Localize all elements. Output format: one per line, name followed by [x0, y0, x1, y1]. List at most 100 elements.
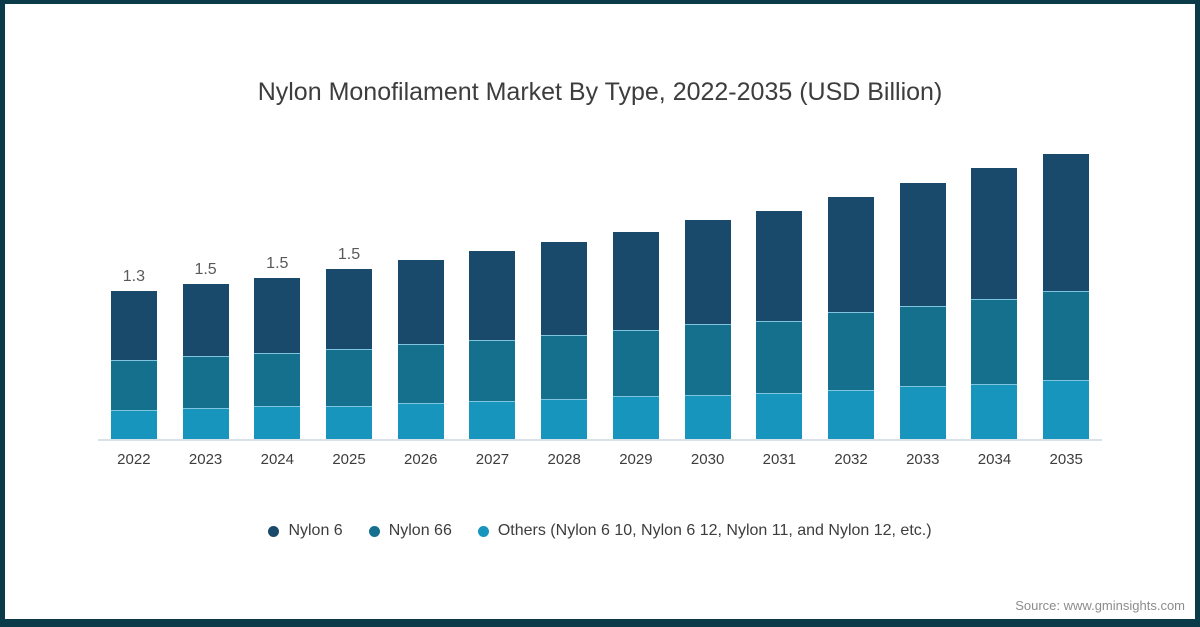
x-tick-2025: 2025 [332, 451, 366, 468]
bar-value-label-2024: 1.5 [266, 255, 289, 272]
segment-nylon6-2030 [684, 220, 731, 324]
x-tick-2027: 2027 [475, 451, 510, 468]
segment-nylon6-2025 [326, 269, 373, 349]
bar-2034 [971, 168, 1018, 439]
plot-area: 1.3 1.5 1.5 1.5 [98, 138, 1102, 441]
x-tick-2035: 2035 [1049, 451, 1083, 468]
x-tick-2031: 2031 [762, 451, 797, 468]
segment-nylon66-2028 [541, 335, 588, 399]
segment-nylon6-2033 [899, 183, 946, 306]
segment-others-2032 [828, 390, 875, 439]
bar-slot-2031 [743, 211, 815, 439]
x-tick-2032: 2032 [834, 451, 868, 468]
segment-nylon66-2033 [899, 306, 946, 386]
bar-slot-2032 [815, 197, 887, 439]
bar-slot-2033 [887, 183, 959, 439]
segment-others-2029 [612, 396, 659, 439]
segment-others-2025 [326, 406, 373, 439]
segment-others-2024 [254, 406, 301, 439]
bar-slot-2028 [528, 242, 600, 439]
bar-slot-2025: 1.5 [313, 247, 385, 439]
segment-nylon6-2026 [397, 260, 444, 344]
x-tick-2028: 2028 [547, 451, 581, 468]
legend-item-nylon66: Nylon 66 [368, 522, 452, 540]
segment-nylon6-2024 [254, 278, 301, 353]
segment-others-2030 [684, 395, 731, 439]
segment-nylon66-2025 [326, 349, 373, 406]
bar-2033 [899, 183, 946, 439]
legend-label: Nylon 66 [388, 522, 452, 539]
bar-2022 [110, 291, 157, 439]
segment-nylon6-2022 [110, 291, 157, 360]
segment-nylon66-2027 [469, 340, 516, 401]
legend-dot-icon [268, 525, 280, 537]
x-tick-2023: 2023 [188, 451, 223, 468]
segment-others-2023 [182, 408, 229, 439]
legend-item-others: Others (Nylon 6 10, Nylon 6 12, Nylon 11… [477, 522, 932, 540]
x-tick-2033: 2033 [906, 451, 940, 468]
bar-2027 [469, 251, 516, 439]
bar-2032 [828, 197, 875, 439]
bar-2028 [541, 242, 588, 439]
legend-dot-icon [368, 525, 380, 537]
x-axis-labels: 2022 2023 2024 2025 2026 2027 2028 2029 2030 2031… [98, 441, 1102, 470]
segment-nylon66-2034 [971, 299, 1018, 384]
segment-nylon66-2026 [397, 344, 444, 403]
segment-others-2028 [541, 399, 588, 439]
bar-value-label-2023: 1.5 [194, 261, 217, 278]
segment-nylon66-2024 [254, 353, 301, 406]
segment-nylon6-2028 [541, 242, 588, 335]
x-tick-2026: 2026 [404, 451, 438, 468]
segment-nylon6-2035 [1043, 154, 1090, 291]
segment-nylon6-2029 [612, 232, 659, 330]
segment-nylon6-2023 [182, 284, 229, 356]
bar-slot-2022: 1.3 [98, 269, 170, 439]
segment-others-2035 [1043, 380, 1090, 439]
x-tick-2034: 2034 [977, 451, 1012, 468]
bar-slot-2029 [600, 232, 672, 439]
segment-nylon6-2034 [971, 168, 1018, 299]
bar-slot-2034 [959, 168, 1031, 439]
x-tick-2029: 2029 [619, 451, 653, 468]
legend: Nylon 6 Nylon 66 Others (Nylon 6 10, Nylon… [5, 522, 1195, 540]
source-text: Source: www.gminsights.com [1015, 598, 1185, 613]
x-tick-2022: 2022 [117, 451, 151, 468]
segment-nylon66-2030 [684, 324, 731, 395]
segment-others-2033 [899, 386, 946, 439]
bar-slot-2030 [672, 220, 744, 439]
segment-nylon66-2032 [828, 312, 875, 390]
segment-nylon6-2027 [469, 251, 516, 340]
segment-others-2034 [971, 384, 1018, 439]
segment-nylon6-2031 [756, 211, 803, 321]
bar-slot-2023: 1.5 [170, 262, 242, 439]
bar-2026 [397, 260, 444, 439]
bar-slot-2026 [385, 260, 457, 439]
bar-value-label-2022: 1.3 [122, 268, 145, 285]
bar-2023 [182, 284, 229, 439]
bar-2035 [1043, 154, 1090, 439]
segment-others-2026 [397, 403, 444, 439]
segment-nylon66-2035 [1043, 291, 1090, 380]
legend-label: Nylon 6 [288, 522, 343, 539]
legend-item-nylon6: Nylon 6 [268, 522, 343, 540]
bar-2025 [326, 269, 373, 439]
bar-2031 [756, 211, 803, 439]
segment-others-2022 [110, 410, 157, 439]
segment-nylon6-2032 [828, 197, 875, 312]
segment-nylon66-2023 [182, 356, 229, 408]
chart-title: Nylon Monofilament Market By Type, 2022-… [257, 78, 943, 106]
segment-nylon66-2022 [110, 360, 157, 410]
segment-others-2031 [756, 393, 803, 439]
legend-label: Others (Nylon 6 10, Nylon 6 12, Nylon 11… [497, 522, 932, 539]
segment-others-2027 [469, 401, 516, 439]
bar-slot-2027 [457, 251, 529, 439]
x-tick-2024: 2024 [260, 451, 294, 468]
bar-2030 [684, 220, 731, 439]
segment-nylon66-2031 [756, 321, 803, 393]
bar-slot-2024: 1.5 [241, 256, 313, 439]
bar-value-label-2025: 1.5 [337, 246, 361, 263]
segment-nylon66-2029 [612, 330, 659, 396]
legend-dot-icon [477, 525, 489, 537]
bar-2029 [612, 232, 659, 439]
